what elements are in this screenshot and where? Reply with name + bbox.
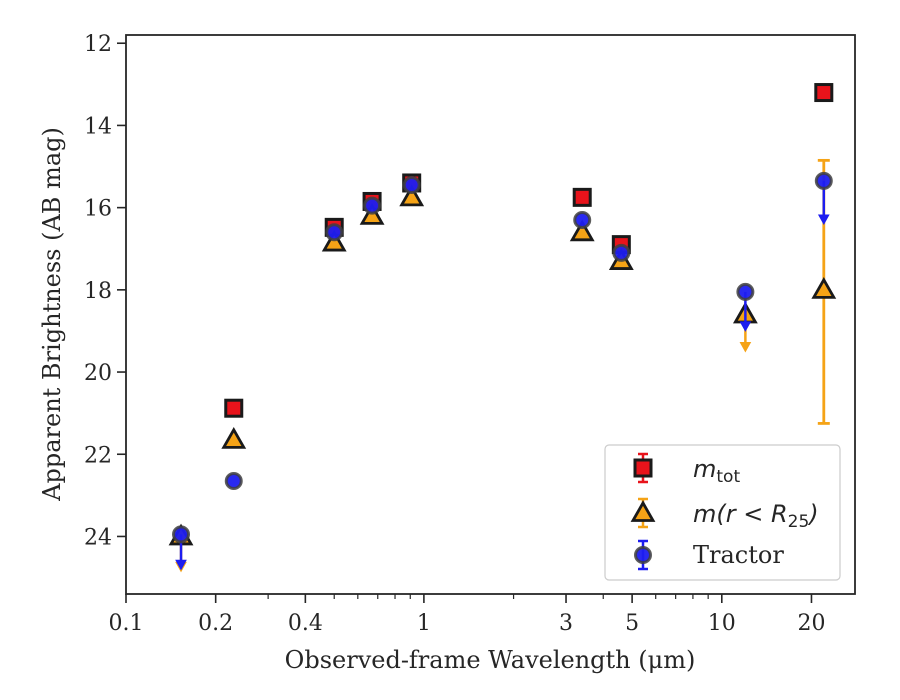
tractor-point bbox=[363, 196, 382, 215]
aperture-mag-point bbox=[811, 277, 837, 299]
y-tick-label: 18 bbox=[84, 279, 112, 304]
y-axis-title: Apparent Brightness (AB mag) bbox=[38, 127, 66, 502]
m-tot-point bbox=[814, 83, 834, 103]
y-axis: 12 14 16 18 20 22 24 bbox=[84, 32, 126, 550]
upper-limit-arrow bbox=[739, 341, 752, 353]
y-tick-label: 22 bbox=[84, 443, 112, 468]
series-3 bbox=[172, 171, 833, 571]
aperture-mag-point bbox=[221, 427, 247, 449]
x-tick-label: 20 bbox=[797, 611, 825, 636]
aperture-mag-point bbox=[569, 219, 595, 242]
tractor-point bbox=[224, 471, 243, 490]
y-tick-label: 20 bbox=[84, 361, 112, 386]
y-tick-label: 12 bbox=[84, 32, 112, 57]
legend-marker bbox=[630, 500, 656, 522]
legend-marker bbox=[633, 458, 653, 478]
legend-marker bbox=[634, 546, 652, 564]
tractor-point bbox=[325, 223, 344, 242]
x-tick-label: 0.4 bbox=[288, 611, 323, 636]
legend-label: m(r < R25) bbox=[693, 500, 819, 532]
plot-frame bbox=[125, 34, 856, 595]
data-markers bbox=[168, 83, 837, 573]
legend: mtot m(r < R25) Tractor bbox=[604, 444, 841, 581]
tractor-point bbox=[612, 243, 631, 262]
upper-limit-arrow bbox=[175, 559, 187, 571]
legend-entry: m(r < R25) bbox=[630, 497, 819, 532]
tractor-point bbox=[814, 171, 833, 190]
aperture-mag-point bbox=[321, 229, 347, 252]
series-1 bbox=[224, 83, 834, 418]
legend-entry: Tractor bbox=[634, 539, 784, 571]
x-tick-label: 5 bbox=[625, 611, 639, 636]
x-axis: 0.1 0.2 0.4 1 3 5 10 20 bbox=[109, 594, 825, 636]
x-tick-label: 0.1 bbox=[109, 611, 144, 636]
x-tick-label: 0.2 bbox=[198, 611, 233, 636]
y-tick-label: 14 bbox=[84, 114, 112, 139]
x-tick-label: 1 bbox=[417, 611, 431, 636]
tractor-point bbox=[736, 282, 755, 301]
aperture-mag-point bbox=[359, 203, 385, 225]
m-tot-point bbox=[572, 187, 592, 207]
x-tick-label: 10 bbox=[708, 611, 736, 636]
legend-box bbox=[604, 444, 841, 581]
tractor-point bbox=[172, 525, 191, 544]
tractor-point bbox=[573, 210, 592, 229]
upper-limit-arrow bbox=[817, 214, 830, 226]
legend-label: mtot bbox=[693, 455, 740, 487]
x-tick-label: 3 bbox=[559, 611, 573, 636]
tractor-point bbox=[402, 176, 421, 195]
legend-label: Tractor bbox=[693, 541, 784, 569]
m-tot-point bbox=[224, 398, 244, 418]
y-tick-label: 16 bbox=[84, 197, 112, 222]
legend-entry: mtot bbox=[633, 452, 740, 487]
upper-limit-arrow bbox=[739, 321, 752, 332]
y-tick-label: 24 bbox=[84, 525, 112, 550]
x-axis-title: Observed-frame Wavelength (μm) bbox=[285, 646, 696, 674]
aperture-mag-point bbox=[399, 184, 425, 207]
